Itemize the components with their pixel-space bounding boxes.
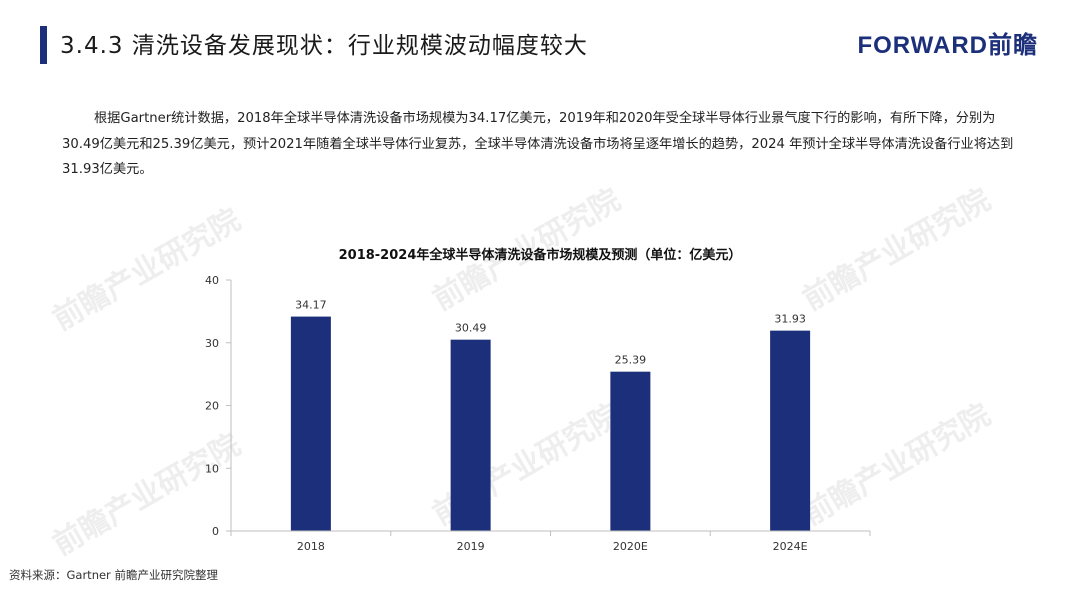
- bar-2019: [450, 339, 491, 531]
- page-title: 3.4.3 清洗设备发展现状：行业规模波动幅度较大: [60, 33, 588, 59]
- bar-2018: [290, 316, 331, 531]
- bar-value-label: 25.39: [615, 354, 647, 367]
- y-tick-label: 20: [205, 400, 219, 413]
- forward-logo: FORWARD前瞻: [857, 32, 1038, 59]
- y-tick-label: 30: [205, 337, 219, 350]
- source-note: 资料来源：Gartner 前瞻产业研究院整理: [9, 568, 218, 582]
- x-tick-label: 2020E: [613, 540, 648, 553]
- intro-paragraph: 根据Gartner统计数据，2018年全球半导体清洗设备市场规模为34.17亿美…: [62, 111, 1014, 177]
- bar-2024e: [770, 330, 811, 531]
- y-tick-label: 0: [212, 525, 219, 538]
- title-accent-bar: [40, 26, 47, 64]
- y-tick-label: 40: [205, 274, 219, 287]
- x-tick-label: 2024E: [773, 540, 808, 553]
- bar-2020e: [610, 371, 651, 531]
- bar-value-label: 31.93: [774, 313, 806, 326]
- x-tick-label: 2019: [457, 540, 485, 553]
- x-tick-label: 2018: [297, 540, 325, 553]
- y-tick-label: 10: [205, 462, 219, 475]
- chart-title: 2018-2024年全球半导体清洗设备市场规模及预测（单位：亿美元）: [339, 247, 742, 263]
- bar-value-label: 34.17: [295, 299, 327, 312]
- bar-value-label: 30.49: [455, 322, 487, 335]
